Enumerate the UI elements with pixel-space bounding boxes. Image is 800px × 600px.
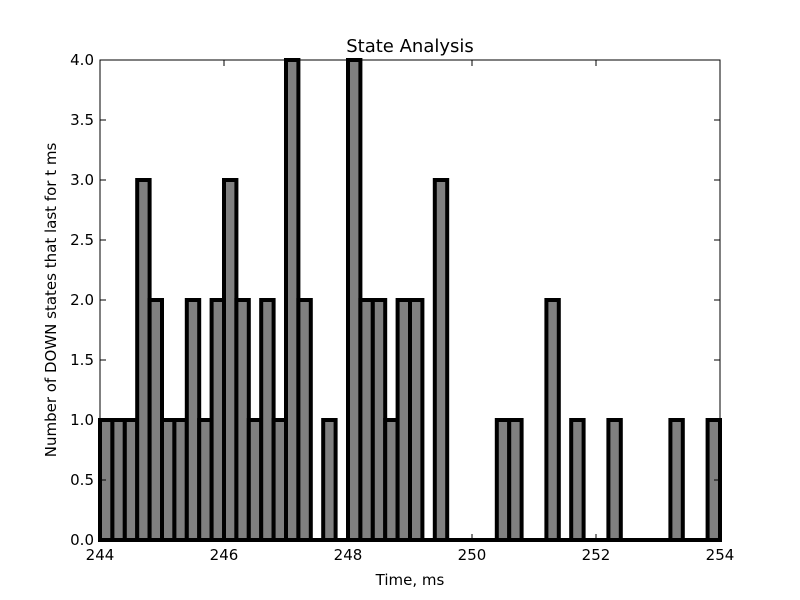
y-tick-label: 3.5 <box>70 111 94 129</box>
chart-title: State Analysis <box>346 36 474 57</box>
histogram-bar <box>408 298 425 542</box>
histogram-bar <box>544 298 561 542</box>
y-axis-ticks: 0.0 0.5 1.0 1.5 2.0 2.5 3.0 3.5 4.0 <box>70 51 720 549</box>
y-tick-label: 4.0 <box>70 51 94 69</box>
histogram-bar <box>321 418 338 542</box>
y-tick-label: 3.0 <box>70 171 94 189</box>
y-axis-label: Number of DOWN states that last for t ms <box>42 143 60 458</box>
histogram-bar <box>432 178 450 542</box>
y-tick-label: 0.5 <box>70 471 94 489</box>
histogram-bar <box>606 418 623 542</box>
x-axis-label: Time, ms <box>375 571 445 589</box>
x-tick-label: 252 <box>582 546 611 564</box>
y-tick-label: 0.0 <box>70 531 94 549</box>
x-tick-label: 246 <box>210 546 239 564</box>
x-tick-label: 250 <box>458 546 487 564</box>
y-tick-label: 2.0 <box>70 291 94 309</box>
bars-group <box>98 58 722 542</box>
x-tick-label: 254 <box>706 546 735 564</box>
histogram-bar <box>668 418 685 542</box>
histogram-bar <box>296 298 313 542</box>
y-tick-label: 1.5 <box>70 351 94 369</box>
x-axis-ticks: 244 246 248 250 252 254 <box>86 60 735 564</box>
x-tick-label: 248 <box>334 546 363 564</box>
y-tick-label: 2.5 <box>70 231 94 249</box>
x-tick-label: 244 <box>86 546 115 564</box>
histogram-bar <box>569 418 586 542</box>
y-tick-label: 1.0 <box>70 411 94 429</box>
histogram-bar <box>507 418 524 542</box>
